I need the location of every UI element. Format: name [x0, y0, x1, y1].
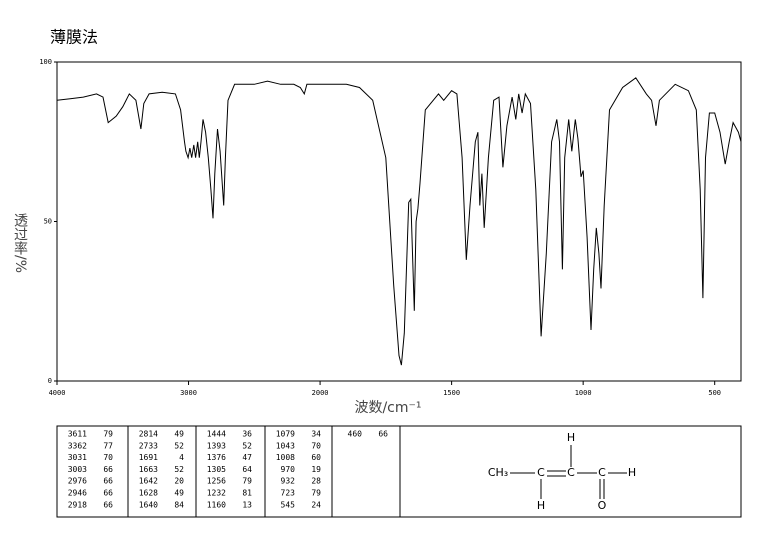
peak-wavenumber: 2814 — [139, 430, 158, 439]
peak-transmittance: 79 — [242, 477, 252, 486]
peak-wavenumber: 723 — [281, 489, 296, 498]
atom-label: C — [598, 466, 606, 479]
peak-wavenumber: 1256 — [207, 477, 226, 486]
peak-wavenumber: 1376 — [207, 453, 226, 462]
atom-label: H — [628, 466, 636, 479]
peak-transmittance: 79 — [311, 489, 321, 498]
plot-frame — [56, 61, 742, 382]
peak-transmittance: 52 — [242, 441, 252, 450]
peak-wavenumber: 1663 — [139, 465, 158, 474]
y-axis-label: 透过率/% — [12, 213, 28, 273]
peak-transmittance: 66 — [103, 489, 113, 498]
peak-transmittance: 70 — [103, 453, 113, 462]
peak-wavenumber: 3003 — [68, 465, 87, 474]
peak-transmittance: 66 — [103, 500, 113, 509]
peak-transmittance: 64 — [242, 465, 252, 474]
peak-wavenumber: 1642 — [139, 477, 158, 486]
peak-wavenumber: 3031 — [68, 453, 87, 462]
peak-transmittance: 49 — [174, 430, 184, 439]
peak-wavenumber: 1160 — [207, 500, 226, 509]
peak-transmittance: 79 — [103, 430, 113, 439]
peak-transmittance: 36 — [242, 430, 252, 439]
peak-wavenumber: 1691 — [139, 453, 158, 462]
peak-transmittance: 13 — [242, 500, 252, 509]
atom-label: H — [537, 499, 545, 512]
peak-wavenumber: 3611 — [68, 430, 87, 439]
peak-transmittance: 47 — [242, 453, 252, 462]
x-tick-label: 1500 — [443, 389, 460, 397]
x-tick-label: 2000 — [312, 389, 329, 397]
x-tick-label: 3000 — [180, 389, 197, 397]
peak-wavenumber: 1305 — [207, 465, 226, 474]
peak-transmittance: 4 — [179, 453, 184, 462]
peak-wavenumber: 970 — [281, 465, 296, 474]
peak-transmittance: 49 — [174, 489, 184, 498]
peak-transmittance: 34 — [311, 430, 321, 439]
peak-transmittance: 19 — [311, 465, 321, 474]
peak-wavenumber: 1043 — [276, 441, 295, 450]
peak-transmittance: 60 — [311, 453, 321, 462]
peak-transmittance: 52 — [174, 441, 184, 450]
y-tick-label: 50 — [44, 218, 52, 226]
peak-transmittance: 70 — [311, 441, 321, 450]
x-axis-label: 波数/cm⁻¹ — [354, 400, 421, 416]
peak-transmittance: 20 — [174, 477, 184, 486]
peak-wavenumber: 2918 — [68, 500, 87, 509]
x-tick-label: 500 — [708, 389, 721, 397]
y-tick-label: 100 — [39, 58, 52, 66]
peak-transmittance: 84 — [174, 500, 184, 509]
peak-wavenumber: 3362 — [68, 441, 87, 450]
peak-wavenumber: 2976 — [68, 477, 87, 486]
peak-wavenumber: 1393 — [207, 441, 226, 450]
peak-transmittance: 52 — [174, 465, 184, 474]
peak-wavenumber: 2733 — [139, 441, 158, 450]
spectrum-line — [56, 77, 742, 366]
peak-wavenumber: 545 — [281, 500, 296, 509]
peak-transmittance: 81 — [242, 489, 252, 498]
peak-wavenumber: 1232 — [207, 489, 226, 498]
atom-label: CH₃ — [488, 466, 508, 479]
peak-wavenumber: 1079 — [276, 430, 295, 439]
atom-label: C — [567, 466, 575, 479]
peak-wavenumber: 1640 — [139, 500, 158, 509]
peak-wavenumber: 1008 — [276, 453, 295, 462]
structure-bonds — [510, 445, 627, 499]
peak-wavenumber: 1628 — [139, 489, 158, 498]
atom-label: H — [567, 431, 575, 444]
peak-wavenumber: 932 — [281, 477, 296, 486]
peak-wavenumber: 2946 — [68, 489, 87, 498]
y-tick-label: 0 — [48, 377, 52, 385]
atom-label: O — [598, 499, 607, 512]
peak-transmittance: 24 — [311, 500, 321, 509]
x-tick-label: 4000 — [49, 389, 66, 397]
peak-transmittance: 66 — [103, 465, 113, 474]
peak-transmittance: 66 — [378, 430, 388, 439]
peak-transmittance: 66 — [103, 477, 113, 486]
table-frame — [56, 425, 742, 518]
peak-transmittance: 77 — [103, 441, 113, 450]
x-tick-label: 1000 — [575, 389, 592, 397]
atom-label: C — [537, 466, 545, 479]
title: 薄膜法 — [50, 28, 98, 47]
peak-transmittance: 28 — [311, 477, 321, 486]
peak-wavenumber: 1444 — [207, 430, 226, 439]
peak-wavenumber: 460 — [348, 430, 363, 439]
